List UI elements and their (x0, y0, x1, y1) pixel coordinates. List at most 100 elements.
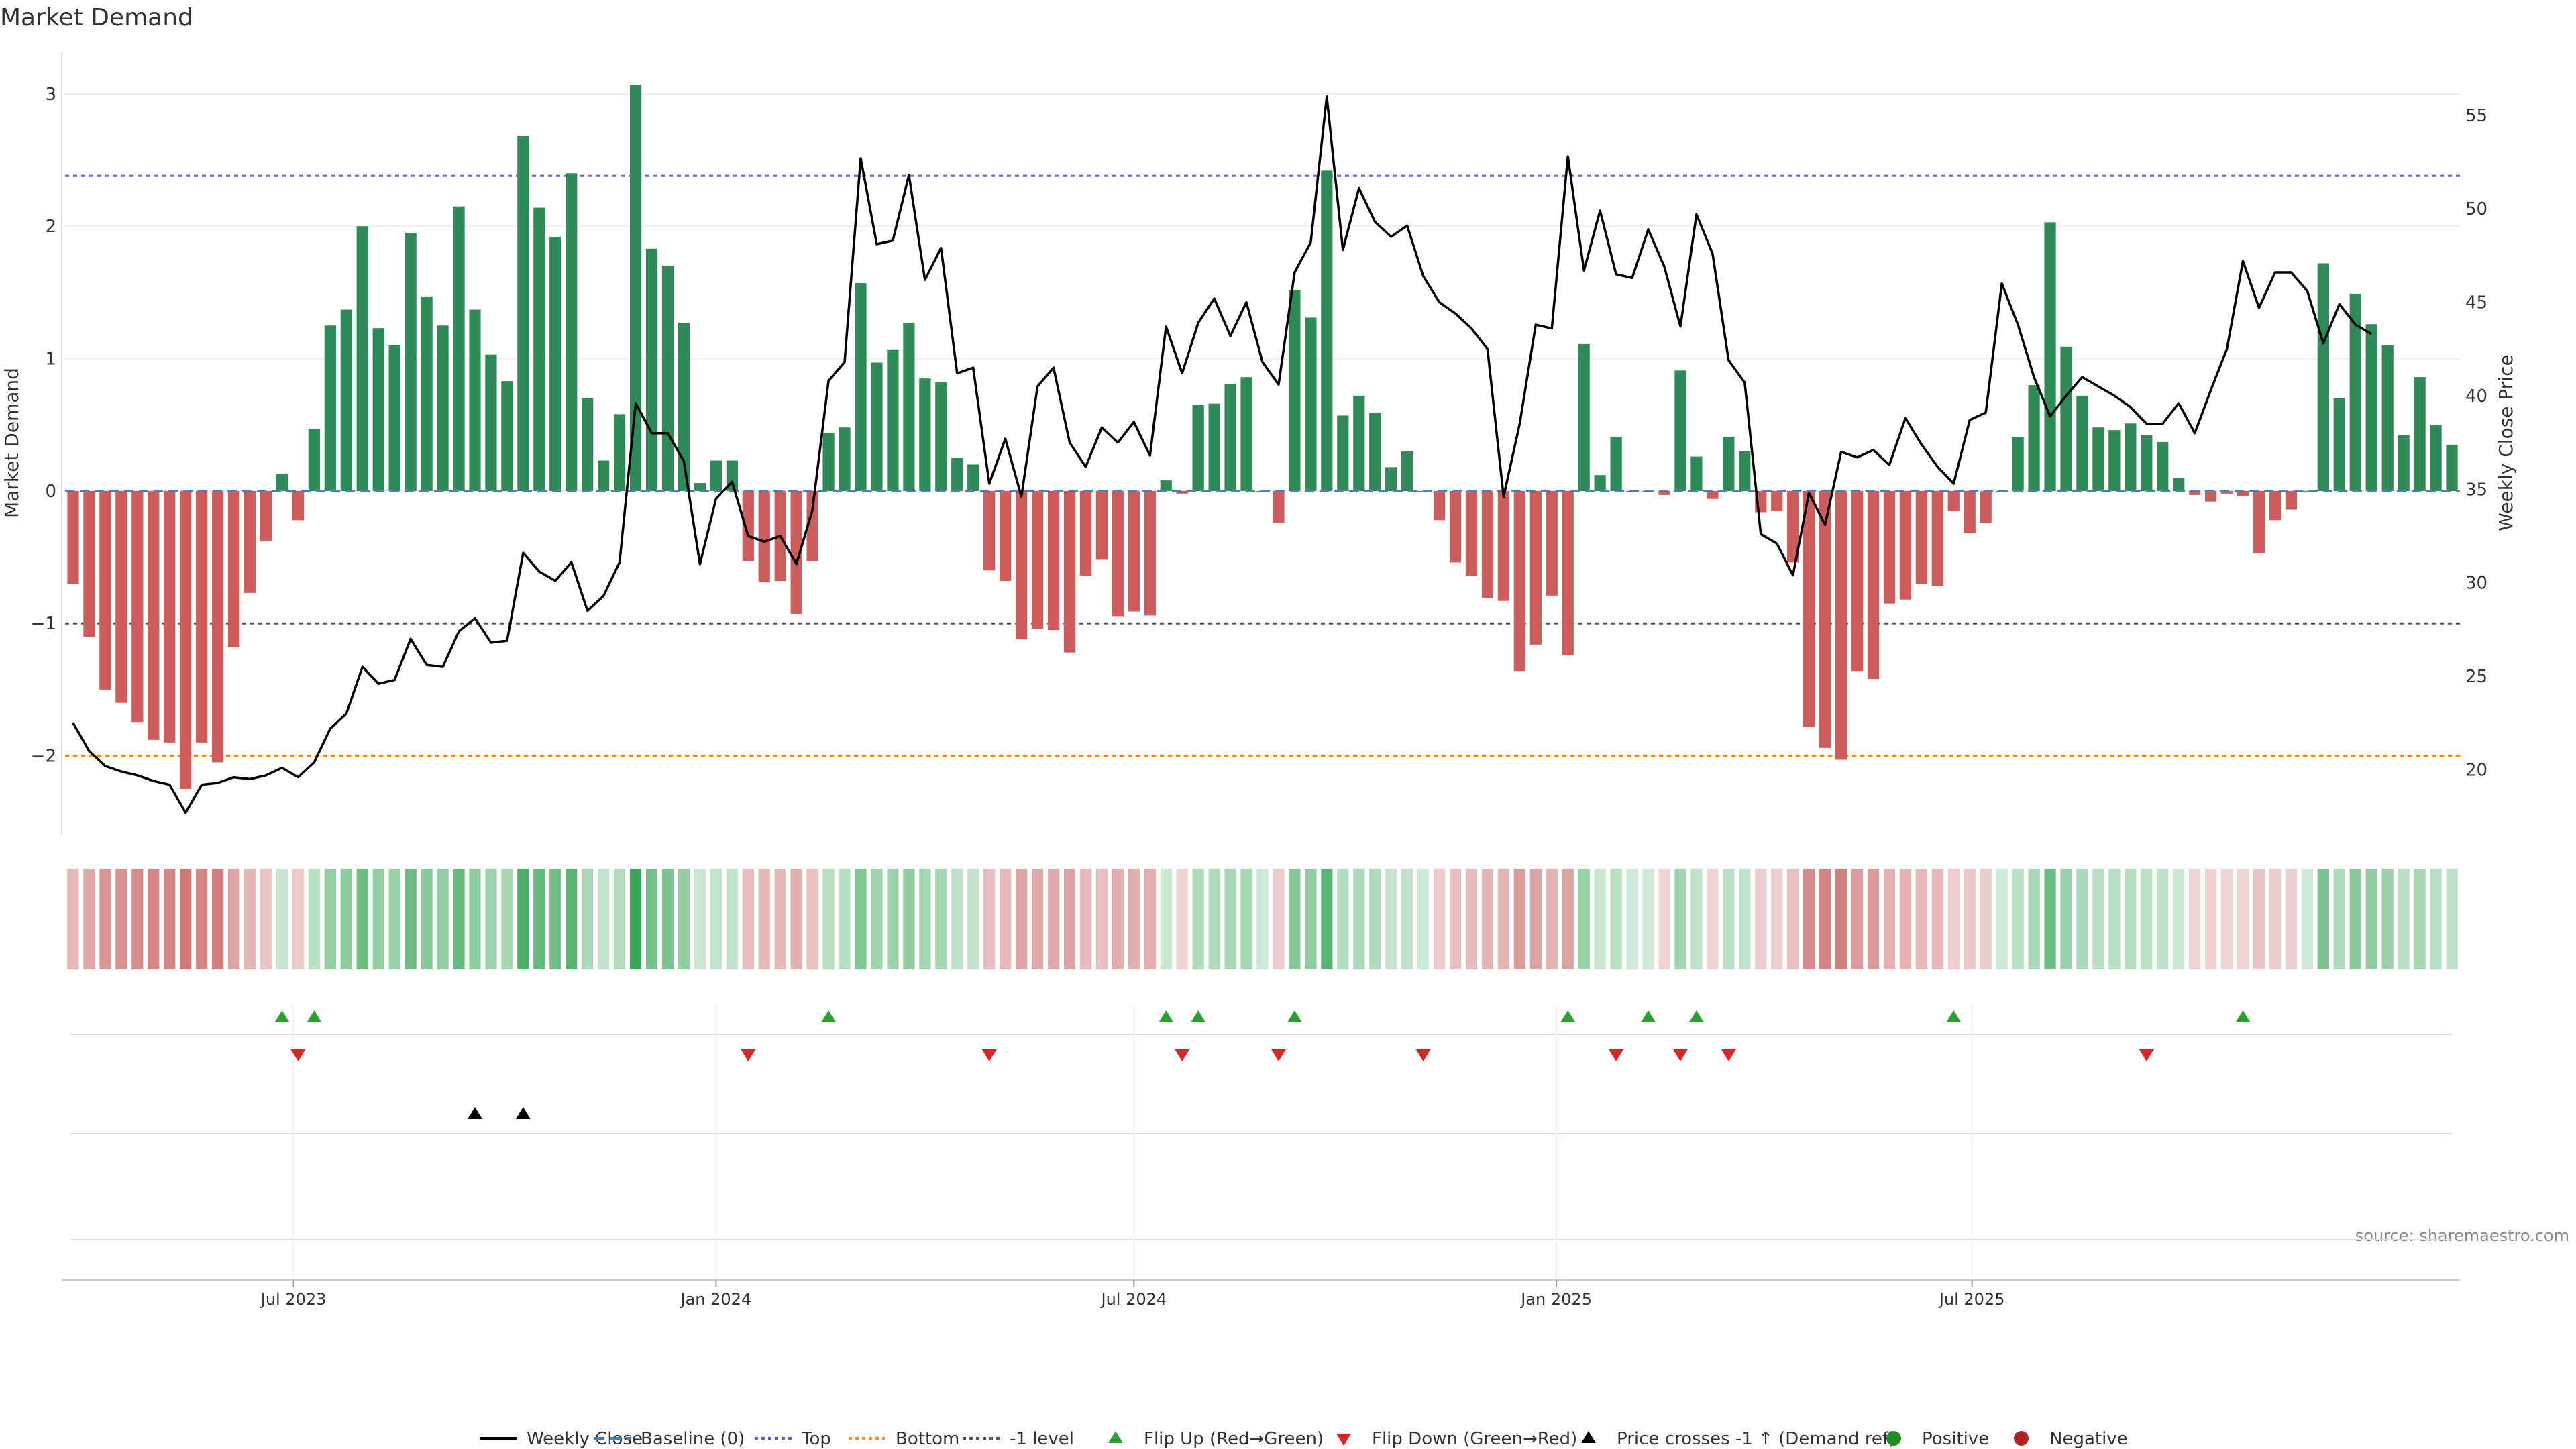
flip-down-marker (981, 1049, 997, 1061)
x-tick-label: Jul 2024 (1099, 1290, 1167, 1309)
demand-bar-negative (131, 490, 144, 723)
heat-strip-cell (1819, 869, 1831, 969)
heat-strip-cell (485, 869, 497, 969)
demand-bar-positive (324, 325, 336, 491)
demand-bar-positive (951, 458, 963, 491)
demand-bar-positive (2125, 423, 2137, 491)
heat-strip-cell (1931, 869, 1943, 969)
demand-bar-negative (292, 490, 305, 521)
heat-strip-cell (2414, 869, 2426, 969)
demand-bar-negative (1851, 490, 1864, 672)
right-tick-label: 40 (2465, 386, 2487, 407)
demand-bar-negative (260, 490, 272, 541)
demand-bar-negative (1047, 490, 1060, 631)
heat-strip-cell (1546, 869, 1558, 969)
demand-bar-positive (903, 323, 915, 491)
left-tick-label: 2 (45, 217, 56, 237)
demand-bar-negative (1867, 490, 1880, 680)
heat-strip-cell (1433, 869, 1446, 969)
demand-bar-negative (2285, 490, 2298, 510)
demand-bar-negative (806, 490, 818, 561)
heat-strip-cell (1095, 869, 1108, 969)
demand-bar-positive (678, 323, 690, 491)
heat-strip-cell (1674, 869, 1686, 969)
demand-bar-positive (645, 248, 658, 491)
heat-strip-cell (887, 869, 899, 969)
heat-strip-cell (2108, 869, 2121, 969)
flip-down-marker (1175, 1049, 1190, 1061)
heat-strip-cell (2237, 869, 2249, 969)
price-cross-marker (515, 1107, 531, 1119)
demand-bar-negative (1063, 490, 1076, 653)
heat-strip-cell (2398, 869, 2410, 969)
heat-strip-cell (2204, 869, 2217, 969)
right-tick-label: 30 (2465, 574, 2487, 594)
demand-bar-negative (1964, 490, 1976, 534)
demand-bar-positive (1160, 480, 1172, 491)
flip-down-marker (1415, 1049, 1431, 1061)
heat-strip-cell (710, 869, 722, 969)
heat-strip-cell (2220, 869, 2233, 969)
heat-strip-cell (1224, 869, 1236, 969)
heat-strip-cell (1996, 869, 2008, 969)
demand-bar-negative (790, 490, 802, 614)
heat-strip-cell (1626, 869, 1638, 969)
demand-bar-negative (1915, 490, 1927, 584)
demand-bar-positive (549, 237, 561, 491)
demand-bar-negative (742, 490, 754, 561)
heat-strip-cell (244, 869, 256, 969)
flip-up-marker (2235, 1010, 2251, 1022)
x-tick-label: Jan 2025 (1519, 1290, 1592, 1309)
heat-strip-cell (1240, 869, 1252, 969)
x-tick-label: Jul 2025 (1938, 1290, 2005, 1309)
demand-bar-positive (2173, 478, 2185, 491)
heat-strip-cell (1529, 869, 1542, 969)
demand-bar-positive (405, 233, 417, 491)
demand-bar-negative (1803, 490, 1815, 727)
heat-strip-cell (533, 869, 545, 969)
heat-strip-cell (1739, 869, 1751, 969)
heat-strip-cell (148, 869, 160, 969)
right-tick-label: 45 (2465, 293, 2487, 313)
legend-label: Negative (2049, 1429, 2128, 1449)
heat-strip-cell (83, 869, 95, 969)
heat-strip-cell (1192, 869, 1204, 969)
demand-bar-positive (485, 354, 497, 491)
heat-strip-cell (1000, 869, 1012, 969)
heat-strip-cell (1513, 869, 1525, 969)
demand-bar-positive (1353, 395, 1365, 491)
demand-bar-negative (196, 490, 208, 743)
flip-up-marker (1641, 1010, 1656, 1022)
demand-bar-positive (276, 474, 288, 491)
heat-strip-cell (1481, 869, 1494, 969)
heat-strip-cell (340, 869, 352, 969)
heat-strip-cell (356, 869, 368, 969)
flip-up-marker (821, 1010, 837, 1022)
heat-strip-cell (1851, 869, 1864, 969)
flip-up-marker (274, 1010, 290, 1022)
heat-strip-cell (1899, 869, 1912, 969)
legend-swatch (1581, 1431, 1596, 1443)
demand-bar-positive (1674, 370, 1686, 491)
right-axis-label: Weekly Close Price (2495, 354, 2517, 531)
heat-strip-cell (2253, 869, 2265, 969)
demand-bar-positive (2141, 435, 2153, 491)
heat-strip-cell (1289, 869, 1301, 969)
heat-strip-cell (1273, 869, 1285, 969)
heat-strip-cell (1465, 869, 1478, 969)
demand-bar-positive (2076, 395, 2088, 491)
heat-strip-cell (2044, 869, 2056, 969)
heat-strip-cell (935, 869, 947, 969)
heat-strip-cell (1867, 869, 1880, 969)
heat-strip-cell (1047, 869, 1060, 969)
flip-up-marker (1159, 1010, 1174, 1022)
heat-strip-cell (2430, 869, 2442, 969)
left-tick-label: −2 (31, 747, 56, 767)
heat-strip-cell (1562, 869, 1574, 969)
demand-bar-positive (2157, 441, 2169, 491)
demand-bar-positive (2430, 425, 2442, 491)
demand-bar-negative (2253, 490, 2265, 553)
demand-bar-negative (2237, 490, 2249, 496)
demand-bar-positive (469, 309, 481, 491)
